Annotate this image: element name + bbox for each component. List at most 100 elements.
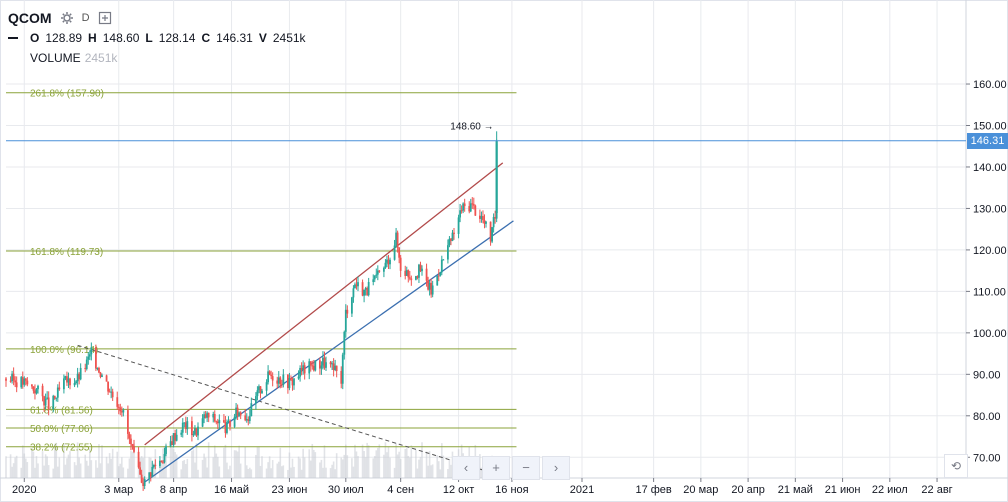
volume-bar [291, 458, 294, 478]
volume-legend[interactable]: VOLUME 2451k [30, 51, 117, 65]
volume-bar [244, 446, 247, 478]
candle-body [421, 268, 423, 272]
volume-bar [319, 462, 321, 478]
volume-bar [148, 457, 151, 478]
volume-bar [204, 457, 207, 478]
volume-bar [69, 451, 71, 478]
volume-bar [311, 443, 314, 478]
gear-icon[interactable] [60, 11, 74, 25]
volume-bar [258, 446, 260, 478]
candle-body [96, 367, 99, 369]
candle-body [280, 384, 283, 386]
candle-body [5, 378, 7, 381]
volume-bar [55, 442, 58, 478]
volume-bar [396, 454, 399, 478]
volume-bar [25, 458, 27, 478]
candle-body [494, 217, 497, 219]
candle-body [463, 203, 466, 207]
candle-body [34, 390, 36, 394]
volume-bar [250, 469, 253, 478]
candle-body [58, 387, 61, 390]
candle-body [73, 382, 76, 386]
zoom-out-button[interactable]: − [512, 456, 540, 480]
low-key: L [145, 31, 153, 45]
volume-bar [419, 456, 422, 478]
candle-body [363, 289, 365, 296]
volume-bar [354, 444, 356, 478]
candle-body [323, 357, 326, 368]
volume-bar [203, 453, 205, 478]
time-tick-label: 2020 [12, 484, 36, 496]
candle-body [393, 245, 396, 260]
candle-body [416, 276, 419, 278]
candle-body [143, 479, 146, 487]
candle-body [480, 216, 483, 219]
volume-bar [116, 451, 119, 478]
volume-bar [85, 460, 88, 478]
ohlc-legend: O 128.89 H 148.60 L 128.14 C 146.31 V 24… [8, 31, 306, 45]
candle-body [265, 382, 268, 391]
candle-body [344, 309, 347, 332]
candle-body [66, 376, 68, 383]
candle-body [367, 281, 370, 296]
volume-bar [11, 466, 13, 478]
candle-body [457, 217, 460, 234]
volume-bar [399, 459, 402, 478]
candle-body [341, 354, 344, 384]
candle-body [448, 238, 451, 246]
interval-label[interactable]: D [81, 12, 90, 24]
candle-body [378, 270, 381, 272]
candle-body [238, 412, 241, 416]
candle-body [203, 414, 205, 419]
candle-body [354, 284, 356, 289]
candle-body [69, 378, 71, 386]
candle-body [120, 411, 123, 413]
high-value: 148.60 [102, 31, 140, 45]
time-tick-label: 21 май [778, 484, 813, 496]
volume-bar [43, 465, 45, 478]
zoom-in-button[interactable]: + [482, 456, 510, 480]
volume-bar [236, 451, 239, 478]
candle-body [308, 361, 311, 374]
candle-body [160, 460, 163, 463]
candle-body [32, 386, 35, 391]
volume-bar [175, 454, 178, 478]
symbol-label[interactable]: QCOM [8, 10, 52, 26]
volume-bar [183, 459, 186, 478]
volume-bar [185, 463, 187, 478]
candle-body [255, 396, 257, 404]
scroll-right-button[interactable]: › [542, 456, 570, 480]
price-tick-label: 70.00 [973, 452, 1001, 464]
candle-body [95, 347, 97, 369]
volume-bar [277, 461, 280, 478]
candle-body [213, 414, 216, 422]
low-value: 128.14 [158, 31, 196, 45]
candle-body [491, 227, 493, 242]
candle-body [131, 444, 134, 446]
candle-body [351, 297, 353, 314]
candle-body [137, 451, 140, 468]
compare-icon[interactable] [98, 11, 112, 25]
candle-body [207, 412, 210, 418]
volume-bar [341, 459, 344, 478]
reset-chart-icon[interactable]: ⟲ [944, 454, 968, 478]
candle-body [291, 379, 294, 386]
candle-body [130, 438, 132, 445]
candle-body [346, 309, 349, 314]
volume-bar [450, 464, 452, 478]
candle-body [226, 422, 228, 433]
candle-body [79, 367, 82, 380]
candle-body [76, 373, 79, 382]
scroll-left-button[interactable]: ‹ [452, 456, 480, 480]
candle-body [212, 414, 215, 418]
volume-bar [265, 468, 268, 478]
volume-bar [207, 442, 210, 478]
candle-body [489, 221, 492, 242]
candle-body [21, 377, 24, 385]
candle-body [340, 371, 343, 384]
candle-body [52, 395, 55, 410]
fib-level-label: 61.8% (81.56) [30, 405, 93, 416]
volume-bar [66, 458, 68, 478]
time-tick-label: 16 май [214, 484, 249, 496]
